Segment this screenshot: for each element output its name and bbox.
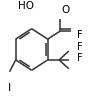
Text: F: F [77,30,83,40]
Text: F: F [77,53,83,63]
Text: F: F [77,41,83,52]
Text: I: I [8,83,11,93]
Text: O: O [61,5,69,15]
Text: HO: HO [18,1,34,11]
